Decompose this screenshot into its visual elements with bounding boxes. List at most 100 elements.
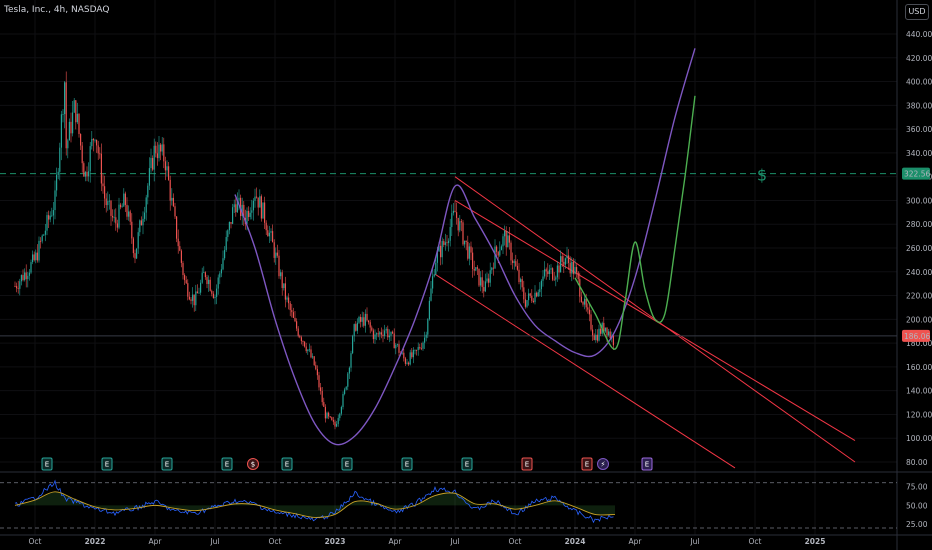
- candle-body: [419, 347, 421, 349]
- candle-body: [164, 161, 166, 171]
- candle-body: [363, 317, 365, 326]
- candle-body: [56, 174, 58, 191]
- price-axis[interactable]: 80.00 100.00 120.00 140.00 160.00 180.00 200.0…: [902, 30, 932, 467]
- candle-body: [502, 236, 504, 247]
- candle-body: [216, 288, 218, 297]
- event-badge: [461, 457, 473, 471]
- time-tick-label: Oct: [749, 537, 762, 546]
- candle-body: [67, 140, 69, 149]
- candle-body: [118, 204, 120, 228]
- candle-body: [217, 277, 219, 289]
- price-tick-label: 440.00: [906, 30, 932, 39]
- price-tick-label: 160.00: [906, 363, 932, 372]
- candle-body: [560, 256, 562, 273]
- candle-body: [451, 213, 453, 228]
- candle-body: [534, 292, 536, 303]
- time-tick-label: Apr: [389, 537, 403, 546]
- candle-body: [19, 281, 21, 289]
- projection-curve: [574, 95, 696, 350]
- candle-body: [364, 313, 366, 326]
- candle-body: [478, 268, 480, 286]
- candle-body: [94, 139, 96, 141]
- candle-body: [83, 163, 85, 177]
- candle-body: [179, 246, 181, 251]
- candle-body: [484, 281, 486, 292]
- candle-body: [574, 267, 576, 274]
- news-event-icon[interactable]: ⚡: [597, 458, 609, 470]
- candle-body: [302, 341, 304, 342]
- dividend-event-icon[interactable]: $: [247, 458, 259, 470]
- candle-body: [526, 300, 528, 307]
- candle-body: [427, 319, 429, 335]
- time-axis[interactable]: Oct 2022 Apr Jul Oct 2023 Apr Jul Oct 2024 Apr Jul O…: [29, 537, 826, 546]
- resistance-line: [0, 173, 897, 337]
- candle-body: [606, 327, 608, 336]
- price-tick-label: 300.00: [906, 196, 932, 205]
- currency-button[interactable]: USD: [905, 4, 929, 20]
- earnings-event-icon[interactable]: E: [641, 457, 653, 471]
- candle-body: [107, 201, 109, 206]
- candle-body: [340, 407, 342, 414]
- earnings-event-icon[interactable]: E: [161, 457, 173, 471]
- event-markers[interactable]: E E E E $ E E E E E E ⚡ E: [41, 457, 653, 471]
- candle-body: [412, 350, 414, 358]
- candle-body: [376, 333, 378, 335]
- earnings-event-icon[interactable]: E: [101, 457, 113, 471]
- earnings-event-icon[interactable]: E: [581, 457, 593, 471]
- candle-body: [443, 241, 445, 245]
- candle-body: [289, 303, 291, 311]
- candle-body: [424, 337, 426, 343]
- candle-body: [185, 280, 187, 284]
- candle-body: [604, 327, 606, 332]
- candle-body: [187, 283, 189, 297]
- candle-body: [35, 252, 37, 261]
- candle-body: [572, 262, 574, 274]
- event-badge: [521, 457, 533, 471]
- candle-body: [353, 324, 355, 337]
- candle-body: [452, 210, 454, 214]
- event-badge: [41, 457, 53, 471]
- candle-body: [524, 299, 526, 307]
- candle-body: [48, 215, 50, 220]
- candle-body: [417, 347, 419, 351]
- candle-body: [404, 358, 406, 364]
- price-tick-label: 400.00: [906, 78, 932, 87]
- earnings-event-icon[interactable]: E: [401, 457, 413, 471]
- candle-body: [232, 207, 234, 224]
- earnings-event-icon[interactable]: E: [341, 457, 353, 471]
- candle-body: [380, 332, 382, 335]
- candle-body: [137, 232, 139, 249]
- candle-body: [97, 145, 99, 154]
- price-channel: [434, 176, 856, 469]
- earnings-event-icon[interactable]: E: [461, 457, 473, 471]
- candle-body: [134, 253, 136, 259]
- earnings-event-icon[interactable]: E: [41, 457, 53, 471]
- event-badge: [247, 458, 259, 470]
- earnings-event-icon[interactable]: E: [221, 457, 233, 471]
- candle-body: [382, 334, 384, 336]
- candle-body: [182, 262, 184, 276]
- candle-body: [124, 193, 126, 205]
- candle-body: [504, 230, 506, 237]
- candle-body: [184, 275, 186, 281]
- earnings-event-icon[interactable]: E: [521, 457, 533, 471]
- candle-body: [337, 418, 339, 424]
- candle-body: [475, 267, 477, 271]
- candle-body: [579, 279, 581, 297]
- candle-body: [521, 279, 523, 288]
- candle-body: [497, 251, 499, 256]
- candle-body: [403, 352, 405, 359]
- candle-body: [105, 198, 107, 206]
- candle-body: [563, 261, 565, 265]
- candle-body: [44, 230, 46, 235]
- earnings-event-icon[interactable]: E: [281, 457, 293, 471]
- candle-body: [361, 317, 363, 322]
- candle-body: [292, 312, 294, 318]
- chart-title: Tesla, Inc., 4h, NASDAQ: [4, 5, 110, 15]
- candle-body: [588, 309, 590, 315]
- candle-body: [312, 356, 314, 358]
- candle-body: [60, 114, 62, 148]
- candle-body: [350, 353, 352, 368]
- candle-body: [593, 335, 595, 340]
